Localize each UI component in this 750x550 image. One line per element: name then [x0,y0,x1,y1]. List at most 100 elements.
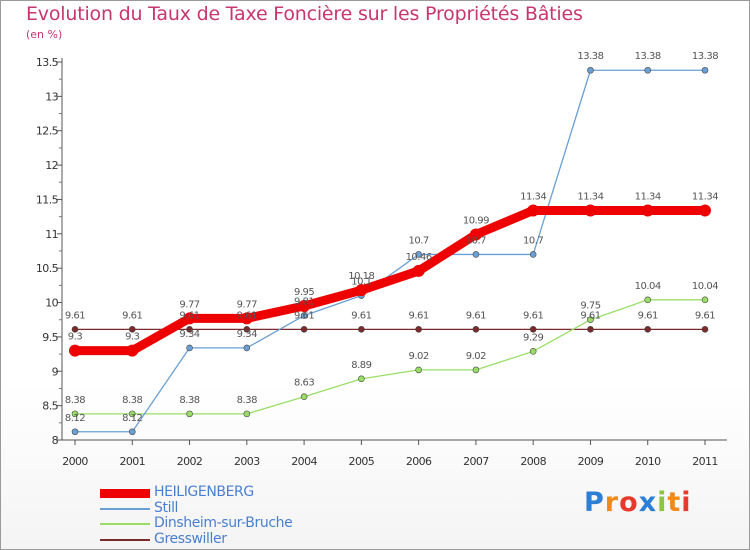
data-label: 9.61 [638,310,658,321]
chart-unit: (en %) [26,28,63,41]
data-label: 9.77 [237,299,257,310]
y-tick-label: 9 [52,365,59,378]
data-label: 11.34 [635,191,661,202]
legend-label: Dinsheim-sur-Bruche [154,515,293,531]
data-label: 10.04 [692,281,718,292]
y-tick-label: 10 [45,297,58,310]
data-label: 9.34 [237,329,257,340]
data-label: 8.63 [294,378,314,389]
data-point [186,410,193,418]
data-label: 8.89 [351,360,371,371]
x-tick-label: 2004 [291,455,317,468]
x-tick-label: 2003 [234,455,260,468]
data-point [472,326,480,333]
legend-item: Still [100,500,360,517]
data-label: 10.46 [406,252,432,263]
proxiti-logo: Proxiti [584,487,692,518]
data-point [300,326,308,333]
data-label: 9.29 [523,332,543,343]
data-label: 9.61 [409,310,429,321]
chart-title: Evolution du Taux de Taxe Foncière sur l… [26,3,583,25]
data-point [587,326,594,333]
x-tick-label: 2005 [349,455,375,468]
data-point [355,284,368,297]
data-label: 9.61 [351,310,371,321]
legend-label: Gresswiller [154,530,227,547]
data-point [128,428,136,436]
data-point [701,296,709,304]
data-label: 9.61 [294,310,314,321]
data-point [701,326,709,333]
data-point [186,326,193,333]
data-point [699,204,711,217]
data-point [300,312,308,319]
data-point [126,344,139,357]
data-label: 9.02 [409,351,429,362]
data-label: 9.61 [179,310,199,321]
x-tick-label: 2009 [578,455,604,468]
data-point [584,204,597,217]
data-point [472,366,480,374]
data-point [186,344,193,352]
data-point [128,410,136,418]
data-point [644,296,652,304]
data-label: 9.61 [695,310,715,321]
data-point [644,66,652,74]
data-point [644,326,652,333]
logo-letter: t [667,487,682,518]
data-label: 9.81 [294,297,314,308]
data-label: 8.38 [179,395,199,406]
series-line-2 [74,299,706,415]
data-label: 9.75 [580,301,600,312]
x-tick-label: 2000 [62,455,88,468]
data-point [529,251,537,258]
data-label: 8.38 [122,395,142,406]
data-point [641,204,654,217]
data-point [358,326,365,333]
data-label: 10.04 [635,281,661,292]
logo-letter: i [657,487,668,518]
logo-letter: o [619,487,639,518]
data-point [529,326,537,333]
legend-label: HEILIGENBERG [154,484,254,500]
legend-item: Gresswiller [100,530,360,548]
data-label: 11.34 [692,191,718,202]
data-point [128,326,136,333]
legend-swatch [100,488,150,498]
series-line-1 [74,69,706,433]
data-point [71,410,79,418]
data-label: 10.7 [523,235,543,246]
data-point [415,366,422,374]
data-point [469,228,482,241]
data-point [71,428,79,436]
legend-item: Dinsheim-sur-Bruche [100,515,360,532]
data-point [472,251,480,258]
data-point [243,344,251,352]
x-tick-label: 2008 [520,455,546,468]
data-point [412,264,425,277]
x-tick-label: 2007 [463,455,489,468]
data-label: 8.38 [237,395,257,406]
data-point [300,393,308,401]
data-point [415,251,422,258]
data-label: 10.18 [348,271,374,282]
series-line-0 [70,205,710,356]
y-tick-label: 12 [45,159,58,172]
data-label: 9.3 [125,332,140,343]
data-label: 13.38 [692,51,718,62]
y-tick-label: 10.5 [36,262,59,275]
data-point [243,410,251,418]
data-point [529,348,537,355]
data-point [71,326,79,333]
x-tick-label: 2001 [119,455,145,468]
y-tick-label: 9.5 [42,331,58,344]
axes: 8 8.5 9 9.5 10 10.5 11 11.5 12 12.5 13 13.5 2000 2001… [36,56,727,468]
logo-letter: P [584,487,605,518]
x-tick-label: 2002 [177,455,203,468]
x-tick-label: 2011 [692,455,718,468]
data-point [527,204,540,217]
data-label: 10.99 [463,216,489,227]
data-label: 9.61 [466,310,486,321]
